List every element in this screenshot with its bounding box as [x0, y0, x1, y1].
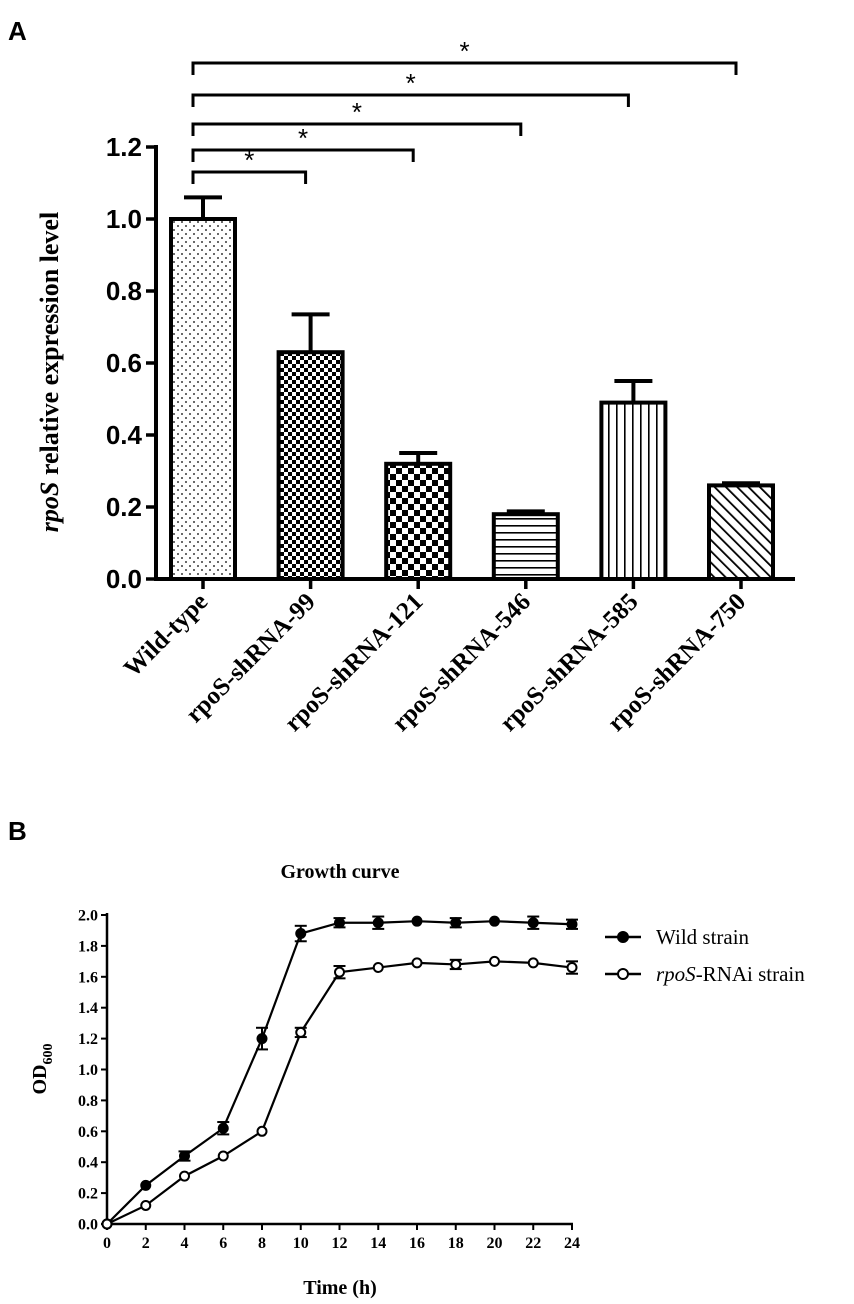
series-0-point-5 — [295, 928, 307, 940]
series-1-point-3 — [217, 1150, 229, 1162]
growth-curve-title: Growth curve — [280, 861, 399, 883]
y-tick-label-5: 1.0 — [106, 204, 142, 234]
growth-x-tick-label-8: 16 — [409, 1235, 425, 1252]
y-tick-label-4: 0.8 — [106, 276, 142, 306]
y-axis-label-od-main: OD — [29, 1065, 51, 1095]
series-0-point-9 — [450, 917, 462, 929]
legend: Wild strain rpoS-RNAi strain — [605, 925, 805, 986]
growth-x-tick-label-12: 24 — [564, 1235, 580, 1252]
growth-y-tick-label-5: 1.0 — [78, 1062, 98, 1079]
bar-chart-y-axis-label: rpoS relative expression level — [35, 212, 64, 532]
series-0-point-7 — [372, 917, 384, 929]
series-1-point-8 — [411, 957, 423, 969]
y-tick-label-3: 0.6 — [106, 348, 142, 378]
y-axis-label-od: OD600 — [29, 1044, 56, 1095]
legend-label-rnai-rest: -RNAi strain — [696, 962, 806, 986]
bar-0 — [169, 217, 237, 581]
series-1-point-10 — [489, 955, 500, 967]
panel-b-letter: B — [8, 816, 27, 846]
series-1-point-4 — [256, 1125, 268, 1137]
growth-x-tick-label-10: 20 — [487, 1235, 503, 1252]
series-0-point-10 — [489, 915, 500, 927]
series-0-point-1 — [140, 1179, 152, 1191]
bar-4 — [599, 400, 668, 581]
y-axis-label-rest: relative expression level — [35, 212, 64, 482]
series-1-point-11 — [527, 957, 539, 969]
y-tick-label-0: 0.0 — [106, 564, 142, 594]
legend-marker-filled — [617, 931, 629, 943]
legend-label-wild-rest: Wild strain — [656, 925, 750, 949]
growth-y-tick-label-9: 1.8 — [78, 938, 98, 955]
significance-bracket-0 — [191, 170, 308, 184]
series-0-point-4 — [256, 1033, 268, 1045]
growth-y-tick-label-4: 0.8 — [78, 1093, 98, 1110]
significance-star-4: * — [459, 36, 469, 66]
y-axis-label-italic: rpoS — [35, 482, 64, 533]
bar-5 — [707, 483, 775, 581]
bar-chart-rpos-expression: 0.00.20.40.60.81.01.2Wild-typerpoS-shRNA… — [106, 36, 795, 737]
growth-y-tick-label-2: 0.4 — [78, 1155, 98, 1172]
growth-y-tick-label-3: 0.6 — [78, 1124, 98, 1141]
growth-y-tick-label-0: 0.0 — [78, 1217, 98, 1234]
significance-star-2: * — [352, 97, 362, 127]
y-tick-label-6: 1.2 — [106, 132, 142, 162]
series-0-point-11 — [527, 917, 539, 929]
significance-star-1: * — [298, 123, 308, 153]
bar-2 — [384, 461, 453, 581]
series-1-point-6 — [334, 966, 345, 978]
y-axis-label: rpoS relative expression level — [35, 212, 64, 532]
growth-x-tick-label-7: 14 — [370, 1235, 386, 1252]
significance-bracket-3 — [191, 93, 630, 107]
line-chart-growth-curve: 0.00.20.40.60.81.01.21.41.61.82.00 2 4 6 8 10… — [78, 908, 580, 1253]
legend-item-rpos-rnai-strain: rpoS-RNAi strain — [605, 962, 805, 986]
series-1-point-5 — [295, 1026, 307, 1038]
legend-label-wild: Wild strain — [656, 925, 750, 949]
y-tick-label-1: 0.2 — [106, 492, 142, 522]
legend-item-wild-strain: Wild strain — [605, 925, 750, 949]
series-1-point-7 — [372, 962, 384, 974]
growth-curve-labels: Growth curve Time (h) OD600 — [29, 861, 400, 1299]
series-1-point-2 — [179, 1170, 190, 1182]
series-1-point-12 — [566, 962, 578, 974]
growth-x-tick-label-9: 18 — [448, 1235, 464, 1252]
growth-y-tick-label-1: 0.2 — [78, 1186, 98, 1203]
significance-bracket-2 — [191, 122, 523, 136]
growth-x-tick-label-1: 2 — [142, 1235, 150, 1252]
series-1-point-0 — [101, 1218, 113, 1230]
significance-star-0: * — [244, 145, 254, 175]
legend-marker-open — [617, 968, 629, 980]
growth-x-tick-label-3: 6 — [219, 1235, 227, 1252]
y-axis-label-od-sub: 600 — [41, 1044, 56, 1065]
panel-a-letter: A — [8, 16, 27, 46]
growth-x-tick-label-2: 4 — [181, 1235, 189, 1252]
series-0-point-12 — [566, 918, 578, 930]
series-line-1 — [106, 960, 573, 1225]
series-1-point-9 — [450, 958, 462, 970]
significance-bracket-1 — [191, 148, 415, 162]
bar-1 — [276, 350, 345, 582]
series-0-point-6 — [334, 917, 345, 929]
legend-label-rnai: rpoS-RNAi strain — [656, 962, 805, 986]
significance-star-3: * — [406, 68, 416, 98]
growth-y-tick-label-6: 1.2 — [78, 1031, 98, 1048]
series-0-point-2 — [179, 1150, 190, 1162]
growth-x-tick-label-6: 12 — [332, 1235, 348, 1252]
legend-label-rnai-italic: rpoS — [656, 962, 696, 986]
growth-x-tick-label-5: 10 — [293, 1235, 309, 1252]
series-0-point-3 — [217, 1122, 229, 1134]
growth-y-tick-label-10: 2.0 — [78, 908, 98, 925]
y-tick-label-2: 0.4 — [106, 420, 143, 450]
growth-y-tick-label-7: 1.4 — [78, 1000, 98, 1017]
significance-bracket-4 — [191, 61, 738, 75]
series-1-point-1 — [140, 1199, 152, 1211]
growth-y-tick-label-8: 1.6 — [78, 969, 98, 986]
x-axis-label: Time (h) — [303, 1277, 377, 1299]
growth-x-tick-label-0: 0 — [103, 1235, 111, 1252]
series-0-point-8 — [411, 915, 423, 927]
bar-3 — [491, 512, 560, 582]
category-label-0: Wild-type — [119, 588, 213, 682]
growth-x-tick-label-4: 8 — [258, 1235, 266, 1252]
growth-x-tick-label-11: 22 — [525, 1235, 541, 1252]
